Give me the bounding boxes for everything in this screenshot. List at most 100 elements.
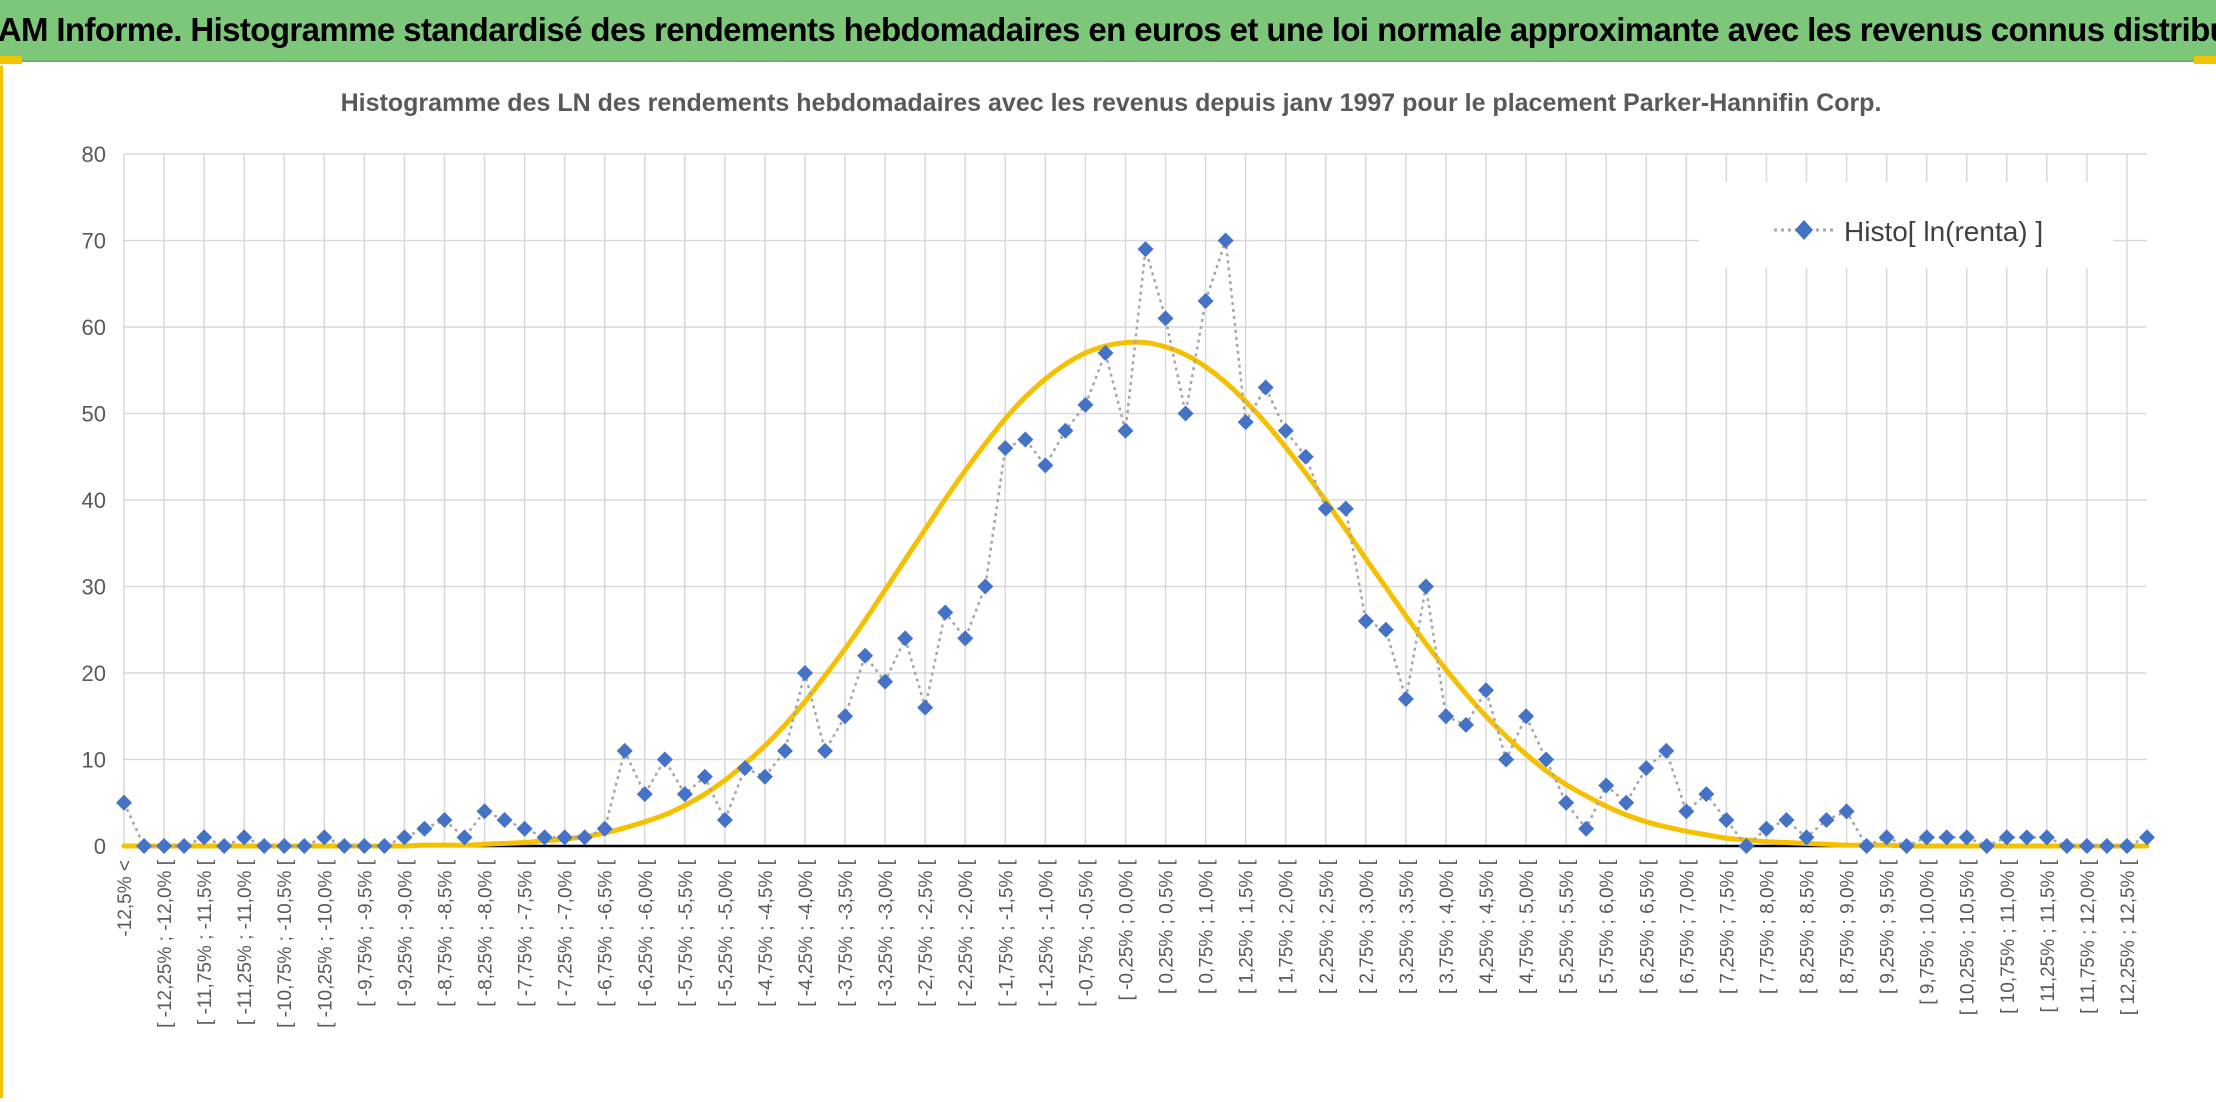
histo-point [1698,786,1715,803]
histo-point [156,838,173,854]
histo-point [1317,500,1334,517]
histo-point [1017,431,1034,448]
x-tick-label: [ 0,25% ; 0,5% [ [1157,859,1178,994]
histo-point [136,838,153,854]
histo-point [656,751,673,768]
histo-point [696,768,713,785]
x-tick-label: [ 0,75% ; 1,0% [ [1197,859,1218,994]
x-tick-label: [ -5,25% ; -5,0% [ [716,859,737,1007]
histo-point [1177,405,1194,422]
histo-point [1818,812,1835,829]
x-tick-label: [ -6,75% ; -6,5% [ [596,859,617,1007]
x-tick-label: [ 2,75% ; 3,0% [ [1357,859,1378,994]
x-tick-label: [ 10,25% ; 10,5% [ [1958,859,1979,1015]
chart-legend: Histo[ ln(renta) ] [1699,182,2113,268]
chart-title: Histogramme des LN des rendements hebdom… [341,89,1882,117]
histo-point [716,812,733,829]
histo-point [1938,829,1955,846]
histo-point [1478,682,1495,699]
histo-point [797,665,814,681]
histo-point [316,829,333,846]
histo-point [636,786,653,803]
histo-point [1658,742,1675,759]
x-tick-label: [ -2,75% ; -2,5% [ [916,859,937,1007]
histo-point [416,820,433,837]
x-tick-label: [ -6,25% ; -6,0% [ [636,859,657,1007]
histo-point [1618,794,1635,811]
x-tick-label: [ -7,25% ; -7,0% [ [556,859,577,1007]
x-tick-label: [ 7,75% ; 8,0% [ [1757,859,1778,994]
y-axis-ticks: 0 10 20 30 40 50 60 70 80 [82,142,106,859]
histo-point [1437,708,1454,725]
histo-point [1277,422,1294,439]
x-tick-label: [ -0,75% ; -0,5% [ [1076,859,1097,1007]
histo-point [857,647,874,664]
histo-point [1157,310,1174,327]
histogram-chart: Histogramme des LN des rendements hebdom… [82,89,2155,1028]
histo-point [756,768,773,785]
histo-point [1498,751,1515,768]
x-tick-label: [ 1,25% ; 1,5% [ [1237,859,1258,994]
x-tick-label: [ 10,75% ; 11,0% [ [1998,859,2019,1014]
x-tick-label: [ -9,25% ; -9,0% [ [395,859,416,1007]
x-tick-label: [ 9,75% ; 10,0% [ [1918,859,1939,1004]
histo-point [1097,344,1114,361]
y-tick-label: 10 [82,748,106,773]
x-tick-label: [ -3,25% ; -3,0% [ [876,859,897,1007]
histo-point [817,742,834,759]
x-tick-label: [ 8,25% ; 8,5% [ [1797,859,1818,994]
x-tick-label: [ -0,25% ; 0,0% [ [1116,859,1137,1000]
histo-point [917,699,934,716]
histo-point [837,708,854,725]
histo-point [216,838,233,854]
x-tick-label: [ 6,25% ; 6,5% [ [1637,859,1658,994]
x-tick-label: [ 3,75% ; 4,0% [ [1437,859,1458,994]
histo-point [1858,838,1875,854]
histo-point [997,440,1014,457]
histo-point [196,829,213,846]
histo-point [1137,241,1154,258]
histo-point [2098,838,2115,854]
histo-point [516,820,533,837]
x-tick-label: [ 2,25% ; 2,5% [ [1317,859,1338,994]
histo-point [1878,829,1895,846]
x-tick-label: [ -4,25% ; -4,0% [ [796,859,817,1007]
histo-point [1678,803,1695,820]
histo-point [336,838,353,854]
histo-point [276,838,293,854]
histo-point [1117,422,1134,439]
histo-point [616,742,633,759]
histo-point [1778,812,1795,829]
gridlines [123,153,2147,848]
histo-point [1217,232,1234,249]
x-tick-label: [ -10,75% ; -10,5% [ [275,859,296,1028]
histo-point [1417,578,1434,595]
x-tick-label: [ 11,25% ; 11,5% [ [2038,859,2059,1012]
histo-point [256,838,273,854]
histo-point [1798,829,1815,846]
x-tick-label: [ 12,25% ; 12,5% [ [2118,859,2139,1015]
histo-point [897,630,914,647]
y-tick-label: 40 [82,488,106,513]
histo-point [1738,838,1755,854]
x-tick-label: [ 6,75% ; 7,0% [ [1677,859,1698,994]
histo-point [1297,448,1314,465]
histo-point [236,829,253,846]
histo-point [1918,829,1935,846]
histo-point [2038,829,2055,846]
histo-point [1998,829,2015,846]
x-axis-ticks: -12,5% < [ -12,25% ; -12,0% [[ -11,75% ; … [115,859,2139,1028]
chart-area: Histogramme des LN des rendements hebdom… [0,66,2216,1098]
y-tick-label: 80 [82,142,106,167]
legend-diamond-icon [1795,220,1813,240]
x-tick-label: [ 9,25% ; 9,5% [ [1878,859,1899,994]
y-tick-label: 70 [82,229,106,254]
histo-point [1257,379,1274,396]
histo-point [1518,708,1535,725]
banner-title: ADAM Informe. Histogramme standardisé de… [0,11,2216,48]
x-tick-label: [ 8,75% ; 9,0% [ [1838,859,1859,994]
histo-point [957,630,974,647]
x-tick-label: [ 3,25% ; 3,5% [ [1397,859,1418,994]
y-tick-label: 20 [82,661,106,686]
